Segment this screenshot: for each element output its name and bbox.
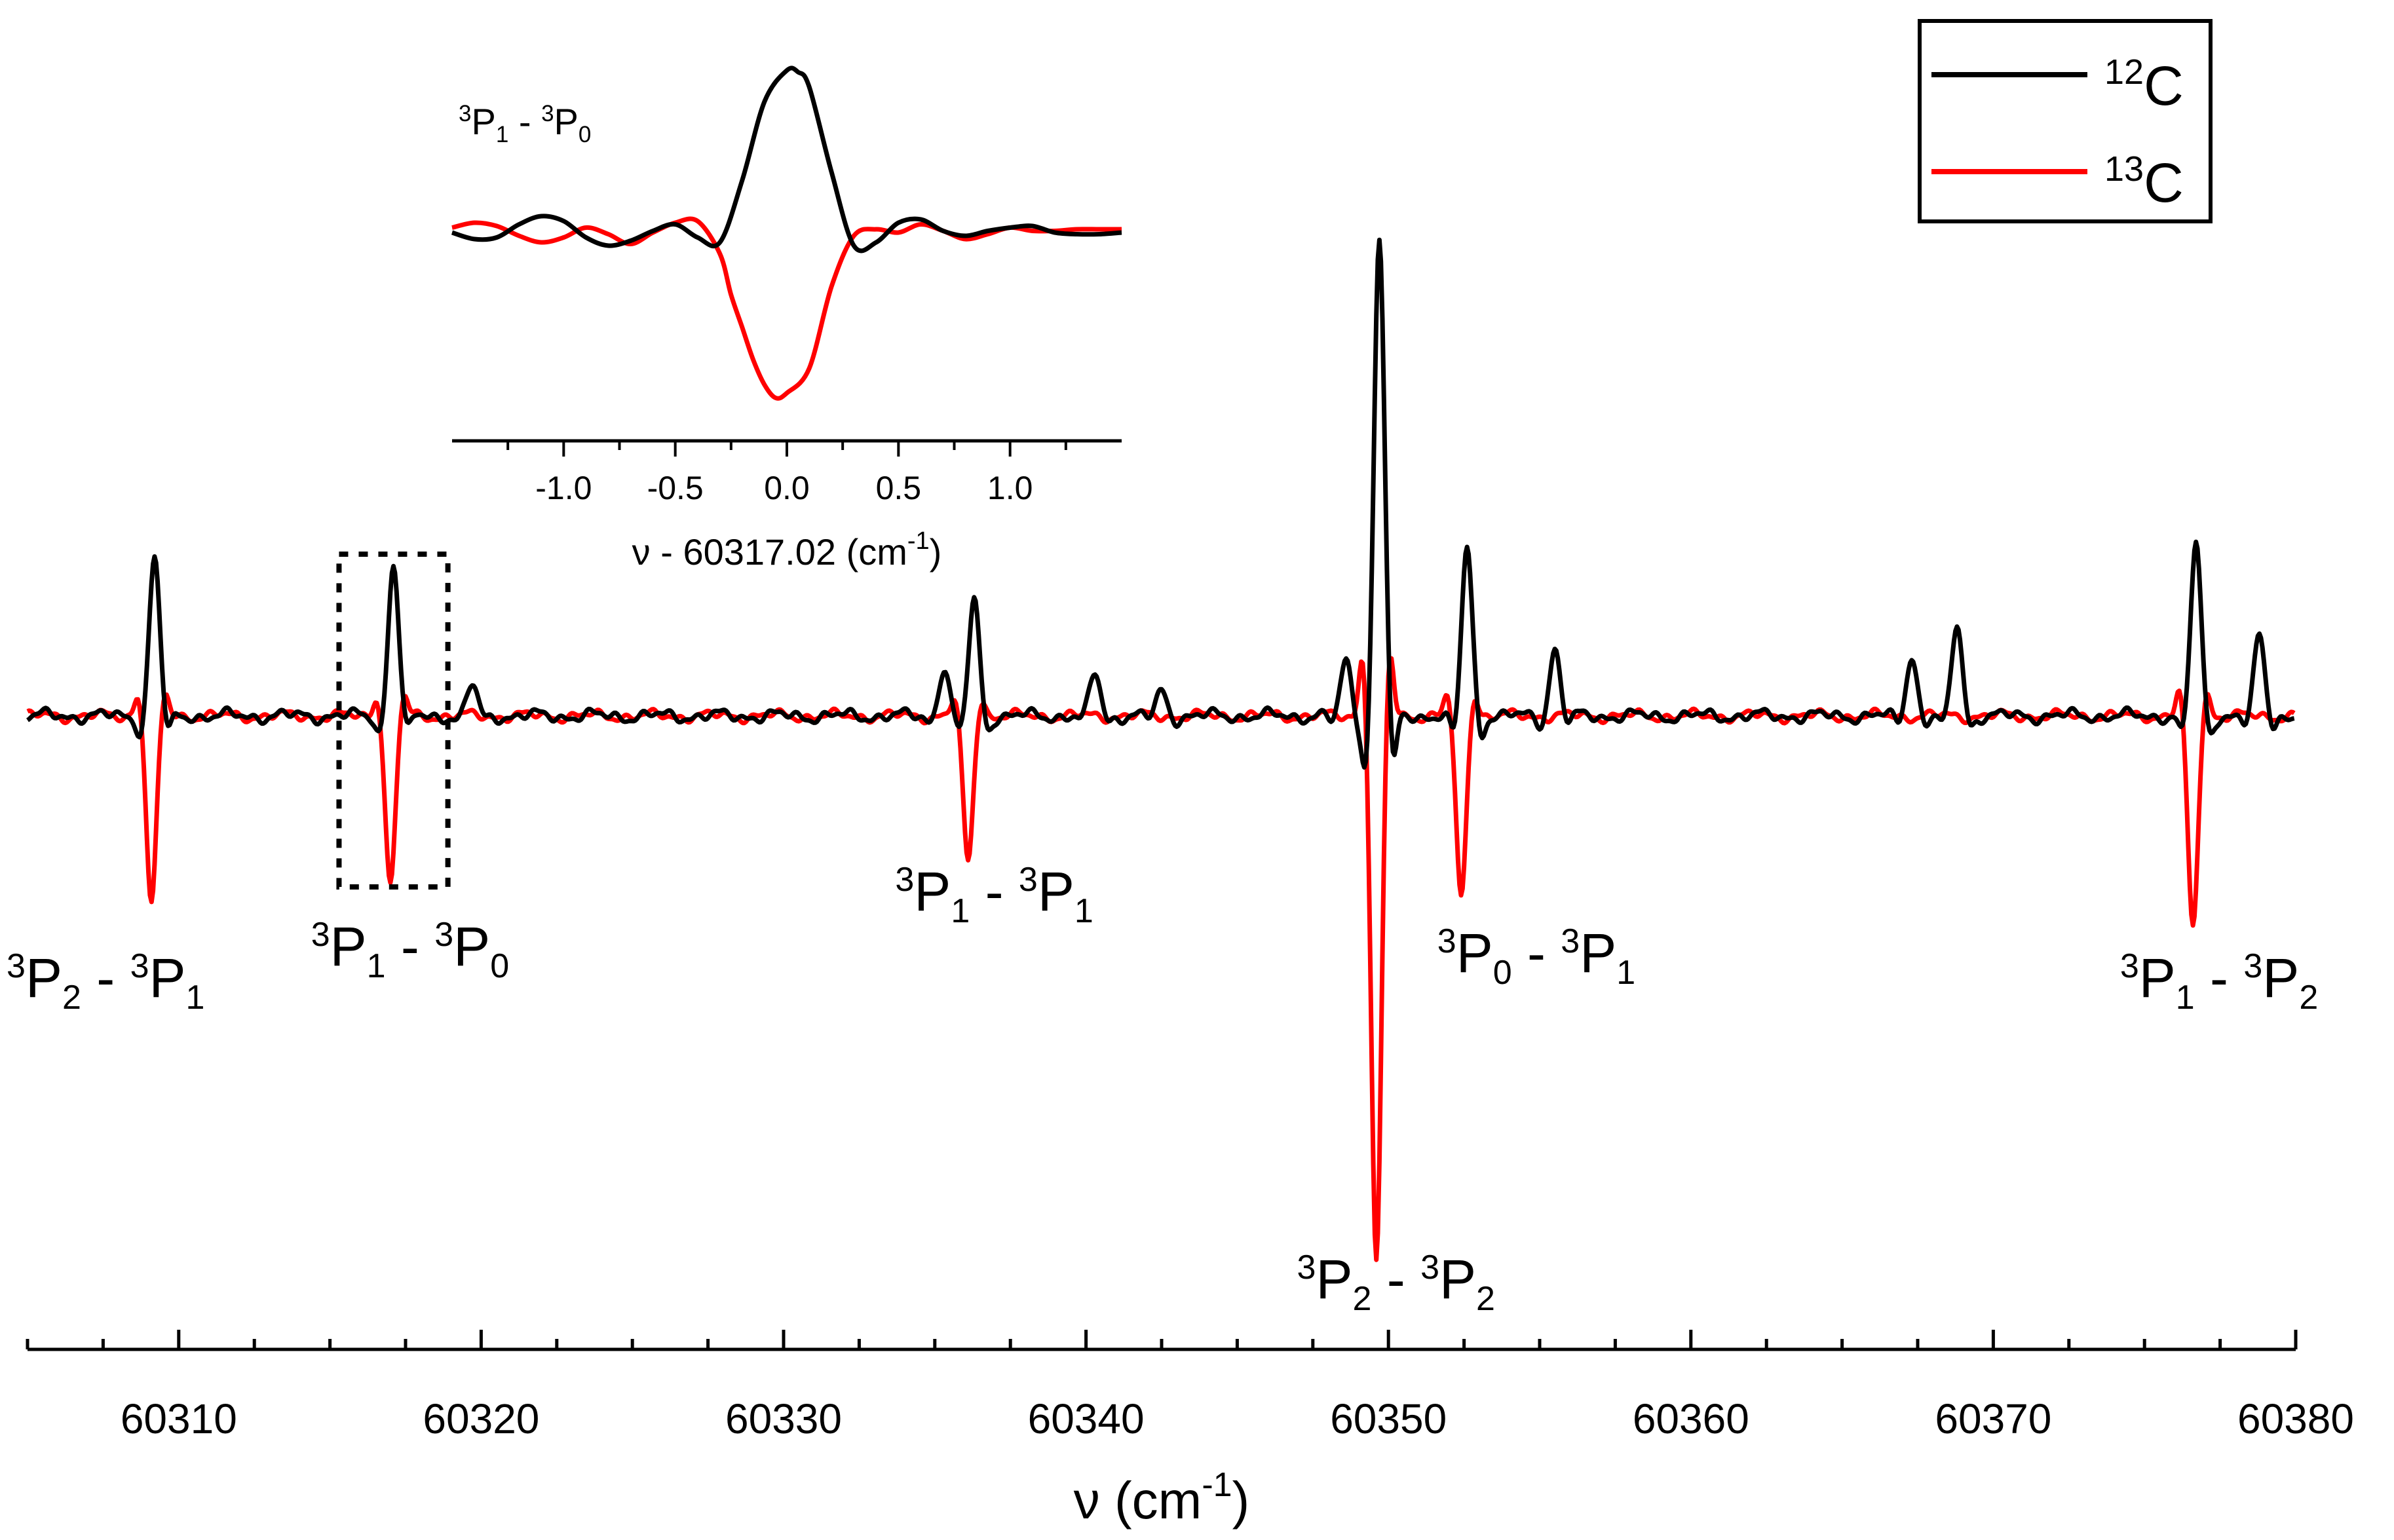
inset-title: 3P1 - 3P0 <box>459 101 591 147</box>
x-tick-label: 60370 <box>1935 1395 2051 1442</box>
peak-label-1: 3P1 - 3P0 <box>311 916 509 985</box>
inset-x-tick-label: 1.0 <box>987 470 1033 506</box>
inset-x-tick-label: 0.5 <box>876 470 922 506</box>
inset-x-tick-label: 0.0 <box>764 470 810 506</box>
x-axis: 60310 60320 60330 60340 60350 60360 60370 60380… <box>26 1330 2354 1530</box>
peak-label-0: 3P2 - 3P1 <box>7 947 204 1017</box>
x-tick-label: 60340 <box>1028 1395 1145 1442</box>
inset-x-axis-title: ν - 60317.02 (cm-1) <box>632 527 942 573</box>
x-tick-label: 60330 <box>725 1395 842 1442</box>
peak-label-4: 3P0 - 3P1 <box>1437 922 1635 992</box>
inset-plot: -1.0 -0.5 0.0 0.5 1.0 ν - 60317.02 (cm-1) 3P1 … <box>451 66 1122 573</box>
inset-series-12c-line <box>451 66 1122 254</box>
x-tick-label: 60350 <box>1330 1395 1447 1442</box>
x-axis-title: ν (cm-1) <box>1074 1466 1249 1530</box>
legend-label-12C: 12C <box>2104 52 2184 117</box>
series-12c-line <box>26 237 2295 770</box>
inset-x-tick-label: -1.0 <box>535 470 592 506</box>
x-tick-label: 60380 <box>2237 1395 2354 1442</box>
highlight-box-group <box>336 552 451 890</box>
main-plot: 60310 60320 60330 60340 60350 60360 60370 60380… <box>7 237 2354 1530</box>
x-tick-label: 60360 <box>1633 1395 1749 1442</box>
peak-label-5: 3P1 - 3P2 <box>2120 947 2318 1017</box>
highlight-box <box>336 552 451 890</box>
peak-label-3: 3P2 - 3P2 <box>1297 1249 1495 1318</box>
x-tick-label: 60310 <box>121 1395 237 1442</box>
legend-box <box>1918 19 2213 223</box>
x-tick-label: 60320 <box>423 1395 539 1442</box>
legend-label-13C: 13C <box>2104 149 2184 214</box>
series-12c <box>26 237 2295 770</box>
inset-x-tick-label: -0.5 <box>647 470 704 506</box>
peak-label-2: 3P1 - 3P1 <box>895 861 1093 930</box>
peak-annotations: 3P2 - 3P1 3P1 - 3P0 3P1 - 3P1 3P2 - 3P2 3P0 … <box>7 861 2318 1318</box>
